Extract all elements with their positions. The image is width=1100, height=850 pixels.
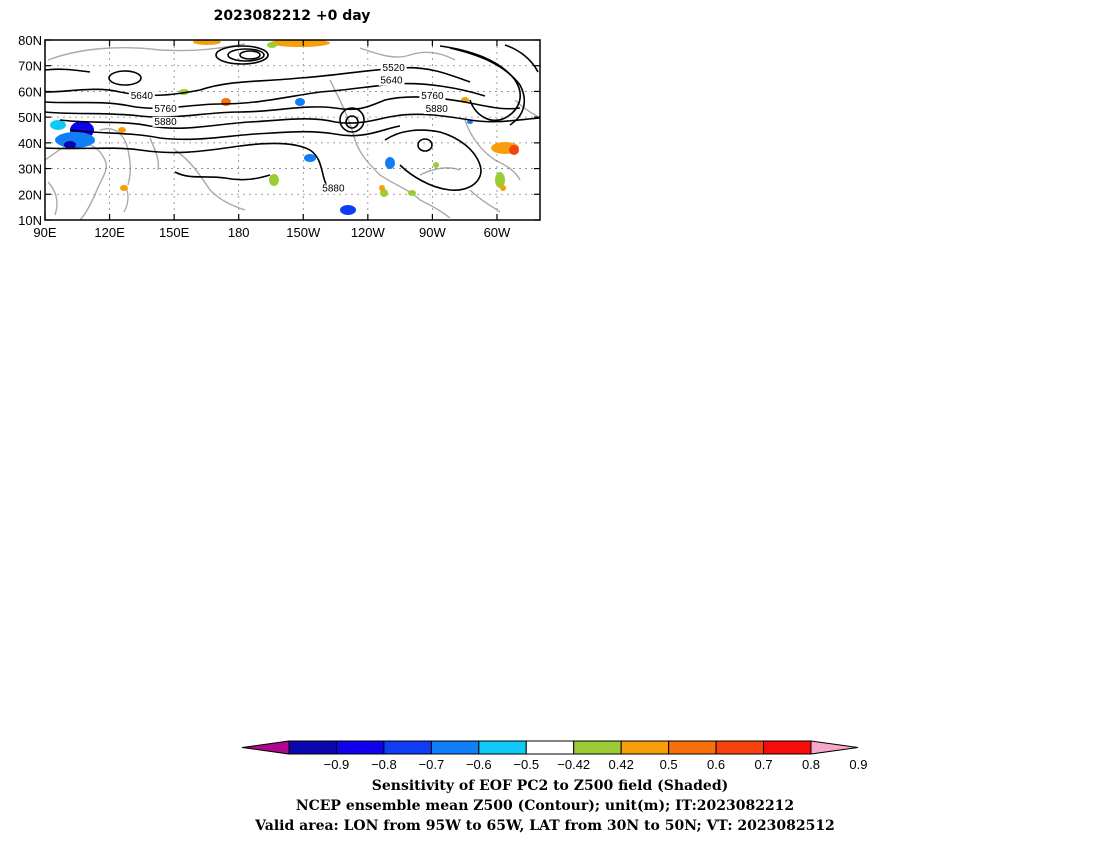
contour-label: 5880 (154, 117, 177, 128)
grid-lines (45, 40, 540, 220)
colorbar-label: 0.7 (755, 757, 773, 772)
x-tick-label: 120E (94, 225, 125, 240)
colorbar-label: 0.9 (849, 757, 867, 772)
y-tick-label: 50N (18, 110, 42, 125)
x-tick-label: 180 (228, 225, 250, 240)
contour-label: 5880 (426, 104, 449, 115)
contour-label-bg (152, 116, 179, 127)
y-axis: 10N 20N 30N 40N 50N 60N 70N 80N (18, 33, 540, 228)
colorbar-label: −0.6 (466, 757, 492, 772)
contour-label-bg (380, 62, 407, 73)
shade-blob (495, 172, 505, 188)
chart-title: 2023082212 +0 day (214, 8, 371, 24)
shade-blob (340, 205, 356, 215)
colorbar-box (763, 740, 812, 755)
shade-blob (221, 98, 231, 106)
colorbar-label: 0.6 (707, 757, 725, 772)
shade-blob (408, 190, 416, 196)
colorbar-label: −0.42 (557, 757, 590, 772)
colorbar-arrow-low (241, 740, 290, 755)
colorbar-box (573, 740, 622, 755)
x-tick-label: 90W (419, 225, 446, 240)
colorbar-label: −0.9 (324, 757, 350, 772)
x-tick-label: 150E (159, 225, 190, 240)
colorbar-box (335, 740, 385, 755)
colorbar-label: −0.5 (513, 757, 539, 772)
contour-label: 5640 (131, 91, 154, 102)
y-tick-label: 20N (18, 187, 42, 202)
colorbar-box (620, 740, 670, 755)
caption-line-3: Valid area: LON from 95W to 65W, LAT fro… (254, 818, 835, 834)
x-tick-label: 150W (286, 225, 321, 240)
colorbar-box (430, 740, 480, 755)
colorbar-box (715, 740, 765, 755)
y-tick-label: 10N (18, 213, 42, 228)
shade-blob (193, 40, 221, 45)
y-tick-label: 80N (18, 33, 42, 48)
x-axis: 90E 120E 150E 180 150W 120W 90W 60W (33, 40, 511, 240)
map-frame (44, 39, 541, 221)
colorbar-arrow-high (810, 740, 859, 755)
y-tick-label: 30N (18, 162, 42, 177)
caption-line-2: NCEP ensemble mean Z500 (Contour); unit(… (296, 798, 794, 814)
colorbar-label: −0.8 (371, 757, 397, 772)
shade-blob (509, 145, 519, 155)
shade-blob (270, 40, 330, 47)
shade-blob (118, 127, 126, 133)
colorbar-box (478, 740, 527, 755)
contour-label-bg (423, 104, 450, 114)
colorbar-box (288, 740, 337, 755)
contour-label: 5880 (322, 184, 345, 195)
shade-blob (304, 154, 316, 162)
y-tick-label: 40N (18, 136, 42, 151)
shade-blob (50, 120, 66, 130)
caption-line-1: Sensitivity of EOF PC2 to Z500 field (Sh… (372, 778, 728, 794)
x-tick-label: 120W (351, 225, 386, 240)
shade-blob (120, 185, 128, 191)
colorbar-box (668, 740, 717, 755)
contour-label-bg (320, 183, 347, 194)
shade-blob (64, 141, 76, 149)
shade-blob (295, 98, 305, 106)
contour-label-bg (128, 91, 155, 102)
contour-label: 5640 (380, 76, 403, 87)
shade-blob (433, 162, 439, 168)
colorbar-label: −0.7 (419, 757, 445, 772)
shade-blob (379, 185, 385, 191)
colorbar-box (383, 740, 432, 755)
shade-blob (269, 174, 279, 186)
x-tick-label: 90E (33, 225, 56, 240)
colorbar: −0.9 −0.8 −0.7 −0.6 −0.5 −0.42 0.42 0.5 0.6 0.7 0.… (241, 740, 867, 772)
x-tick-label: 60W (484, 225, 511, 240)
shade-blob (500, 185, 506, 191)
y-tick-label: 70N (18, 59, 42, 74)
colorbar-label: 0.42 (609, 757, 634, 772)
shade-blob (385, 157, 395, 169)
colorbar-label: 0.5 (660, 757, 678, 772)
colorbar-box (525, 740, 575, 755)
contour-label-bg (419, 91, 446, 102)
contour-label-bg (378, 75, 405, 86)
y-tick-label: 60N (18, 84, 42, 99)
contour-label: 5520 (383, 63, 406, 74)
contour-label: 5760 (421, 91, 444, 102)
colorbar-label: 0.8 (802, 757, 820, 772)
coastlines (45, 43, 540, 220)
shade-blob (267, 42, 277, 48)
contour-label: 5760 (154, 104, 177, 115)
contour-label-bg (152, 104, 179, 114)
